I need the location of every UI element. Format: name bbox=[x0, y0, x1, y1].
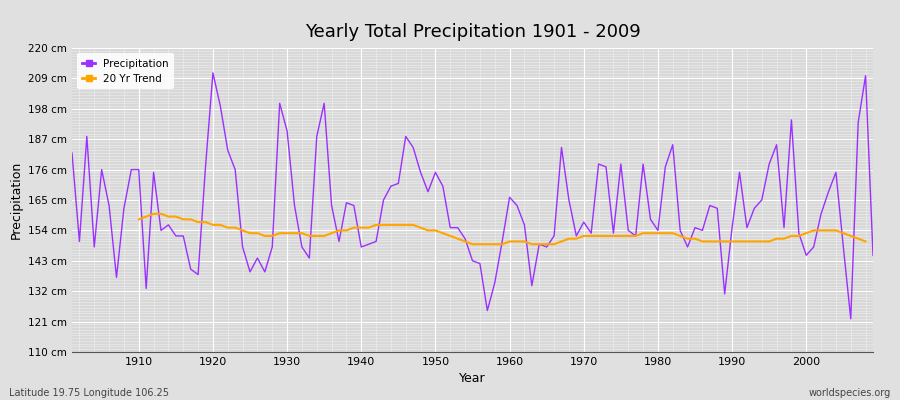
Y-axis label: Precipitation: Precipitation bbox=[10, 161, 22, 239]
Text: worldspecies.org: worldspecies.org bbox=[809, 388, 891, 398]
X-axis label: Year: Year bbox=[459, 372, 486, 386]
Title: Yearly Total Precipitation 1901 - 2009: Yearly Total Precipitation 1901 - 2009 bbox=[304, 23, 641, 41]
Text: Latitude 19.75 Longitude 106.25: Latitude 19.75 Longitude 106.25 bbox=[9, 388, 169, 398]
Legend: Precipitation, 20 Yr Trend: Precipitation, 20 Yr Trend bbox=[77, 53, 174, 89]
